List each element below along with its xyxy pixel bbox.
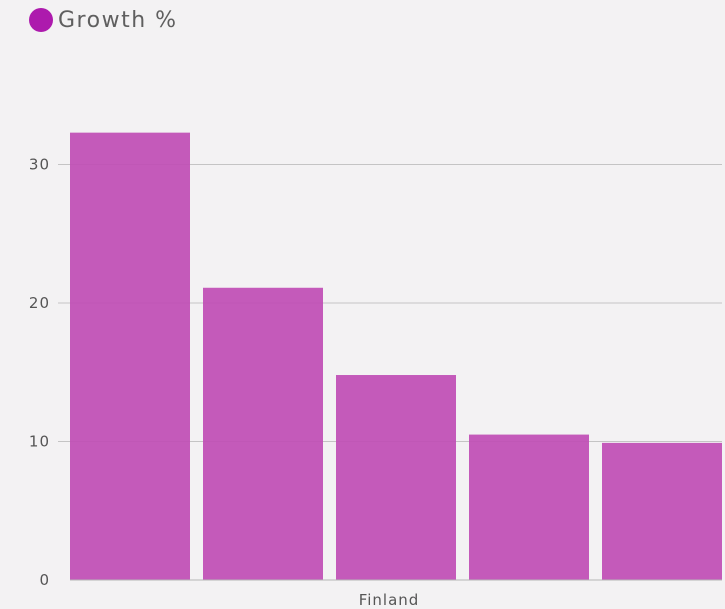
bar	[336, 375, 456, 580]
bar	[469, 434, 589, 580]
x-category-label: Finland	[359, 591, 420, 609]
y-tick-label: 0	[39, 571, 50, 589]
y-tick-label: 30	[29, 156, 50, 174]
bar	[70, 132, 190, 580]
legend-marker	[29, 8, 53, 32]
bar	[602, 442, 722, 580]
bar	[203, 287, 323, 580]
y-axis-ticks: 0 10 20 30	[29, 156, 50, 590]
y-tick-label: 20	[29, 294, 50, 312]
y-tick-label: 10	[29, 433, 50, 451]
legend-label: Growth %	[58, 8, 178, 33]
legend: Growth %	[29, 8, 178, 33]
bar-series	[70, 132, 722, 580]
